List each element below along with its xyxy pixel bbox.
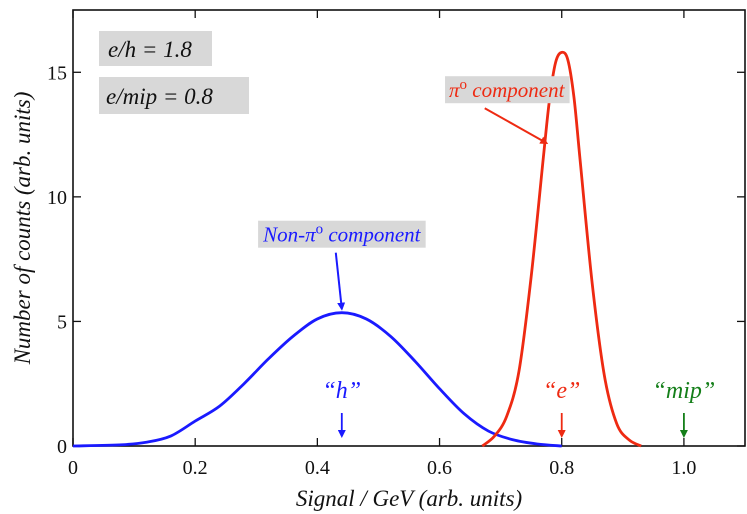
marker-label: “mip” xyxy=(653,378,716,404)
annotation-arrow xyxy=(334,252,346,311)
y-axis-title: Number of counts (arb. units) xyxy=(10,92,35,366)
series-line-0 xyxy=(72,311,562,448)
annotation-box xyxy=(445,76,570,104)
marker-2: “mip” xyxy=(653,378,716,438)
annotation-label: πo component xyxy=(449,77,566,102)
x-tick-label: 0 xyxy=(68,457,78,479)
x-tick-label: 1.0 xyxy=(671,457,696,479)
marker-label: “e” xyxy=(543,378,580,404)
x-tick-label: 0.8 xyxy=(549,457,574,479)
info-box-emip-text: e/mip = 0.8 xyxy=(106,84,213,109)
info-box-eh-text: e/h = 1.8 xyxy=(108,37,192,62)
info-box-emip: e/mip = 0.8 xyxy=(99,77,249,114)
annotation-box xyxy=(258,220,426,248)
annotation-1: πo component xyxy=(445,76,570,145)
x-tick-label: 0.2 xyxy=(183,457,208,479)
marker-label: “h” xyxy=(322,378,361,404)
annotation-arrow xyxy=(484,107,549,145)
info-box-eh: e/h = 1.8 xyxy=(99,31,212,66)
y-tick-label: 10 xyxy=(47,187,67,209)
marker-1: “e” xyxy=(543,378,580,438)
annotation-label: Non-πo component xyxy=(262,222,422,247)
y-tick-label: 15 xyxy=(47,62,67,84)
y-tick-label: 0 xyxy=(57,436,67,458)
x-tick-label: 0.4 xyxy=(305,457,330,479)
marker-0: “h” xyxy=(322,378,361,438)
x-axis-title: Signal / GeV (arb. units) xyxy=(296,486,522,511)
y-tick-label: 5 xyxy=(57,311,67,333)
annotation-0: Non-πo component xyxy=(258,220,426,311)
x-tick-label: 0.6 xyxy=(427,457,452,479)
series-line-1 xyxy=(481,50,642,448)
plot-frame xyxy=(72,9,746,447)
